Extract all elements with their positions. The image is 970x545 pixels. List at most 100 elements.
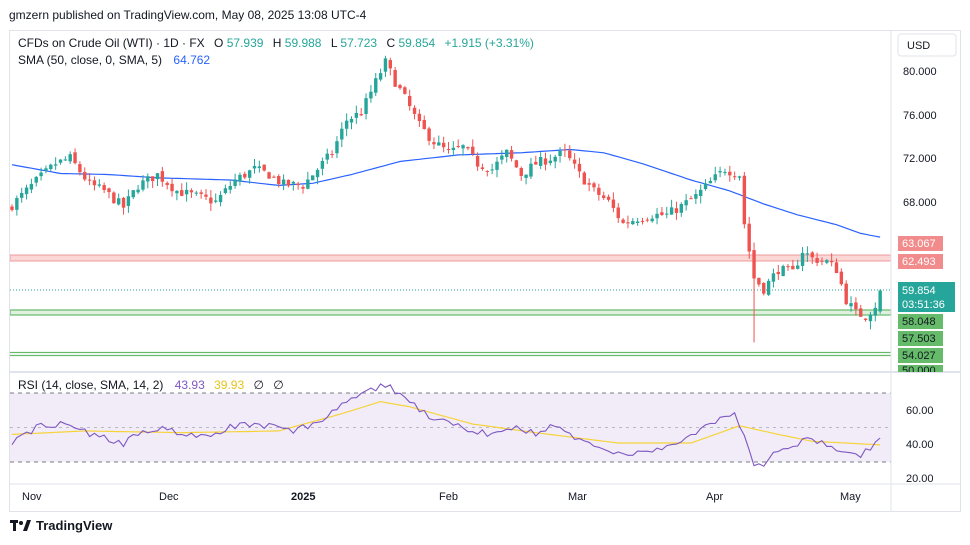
candle-body xyxy=(800,252,805,266)
candle-body xyxy=(665,213,669,215)
candle-body xyxy=(829,260,834,263)
rsi-tick-20: 20.00 xyxy=(906,473,934,485)
candle-body xyxy=(475,155,480,167)
candle-body xyxy=(369,91,373,99)
legend-change: +1.915 (+3.31%) xyxy=(445,36,534,50)
time-axis[interactable]: Nov Dec 2025 Feb Mar Apr May xyxy=(22,491,861,503)
candle-body xyxy=(131,190,135,198)
badge-last-price: 59.854 xyxy=(902,285,936,297)
candle-body xyxy=(204,194,208,197)
candle-body xyxy=(20,192,24,198)
badge-clipped-bg xyxy=(898,365,943,372)
candle-body xyxy=(451,147,456,151)
legend-sma-label: SMA (50, close, 0, SMA, 5) xyxy=(18,53,162,67)
price-chart[interactable]: CFDs on Crude Oil (WTI) · 1D · FX O 57.9… xyxy=(9,31,960,511)
badge-sup-top-bg xyxy=(898,314,943,329)
price-axis[interactable]: USD 80.000 76.000 72.000 68.000 xyxy=(897,33,957,209)
candle-body xyxy=(136,189,140,193)
candle-body xyxy=(684,200,688,206)
badge-sup-low-bg xyxy=(898,348,943,363)
rsi-axis[interactable]: 60.00 40.00 20.00 xyxy=(906,405,934,485)
candle-body xyxy=(359,114,363,116)
legend-rsi-label: RSI (14, close, SMA, 14, 2) xyxy=(18,378,163,392)
candle-body xyxy=(650,218,654,222)
candle-body xyxy=(509,150,514,159)
legend-rsi-extra-2: ∅ xyxy=(273,378,283,392)
candle-body xyxy=(694,194,698,199)
candle-body xyxy=(320,160,325,169)
publisher-line: gmzern published on TradingView.com, May… xyxy=(9,8,367,22)
candle-body xyxy=(597,187,601,195)
candle-body xyxy=(514,160,519,168)
candle-body xyxy=(762,283,766,294)
candle-body xyxy=(456,145,460,147)
candle-body xyxy=(78,164,82,173)
candle-body xyxy=(228,185,232,190)
candle-body xyxy=(141,180,145,190)
candle-body xyxy=(825,260,829,263)
candle-body xyxy=(252,165,257,169)
candle-body xyxy=(291,181,295,184)
candle-body xyxy=(296,183,300,186)
candle-body xyxy=(286,179,291,186)
candle-body xyxy=(635,221,640,224)
currency-button[interactable] xyxy=(897,33,957,57)
candle-body xyxy=(548,160,553,164)
candle-body xyxy=(796,265,800,269)
legend-h-value: 59.988 xyxy=(285,36,322,50)
candle-body xyxy=(417,113,422,122)
candle-body xyxy=(689,198,693,200)
candle-body xyxy=(776,271,780,275)
candle-body xyxy=(398,85,402,89)
candle-body xyxy=(471,146,475,154)
candle-body xyxy=(490,169,494,171)
candle-body xyxy=(388,60,392,69)
rsi-pane[interactable] xyxy=(10,383,891,467)
candle-body xyxy=(311,175,315,181)
candle-body xyxy=(34,176,38,183)
candle-body xyxy=(92,180,97,186)
badge-sup-top: 58.048 xyxy=(902,316,936,328)
candle-body xyxy=(344,120,349,129)
main-pane[interactable] xyxy=(10,31,891,371)
candle-body xyxy=(621,219,625,223)
candle-body xyxy=(485,170,489,172)
legend-o-label: O xyxy=(214,36,223,50)
candle-body xyxy=(771,273,776,282)
currency-label: USD xyxy=(907,40,930,52)
time-label-nov: Nov xyxy=(22,491,42,503)
candle-body xyxy=(602,195,606,198)
badge-clipped: 50.000 xyxy=(902,365,936,377)
footer-brand-label: TradingView xyxy=(36,518,113,533)
candle-body xyxy=(553,156,557,162)
candle-body xyxy=(859,308,863,317)
candle-body xyxy=(340,128,344,140)
rsi-line xyxy=(11,383,881,467)
candle-body xyxy=(209,197,213,204)
footer-brand[interactable]: TradingView xyxy=(10,518,112,533)
candle-body xyxy=(577,163,582,172)
rsi-tick-40: 40.00 xyxy=(906,439,934,451)
candle-body xyxy=(146,176,150,182)
candle-body xyxy=(49,164,53,170)
svg-text:SMA (50, close, 0, SMA, 5): SMA (50, close, 0, SMA, 5) 64.762 xyxy=(18,53,210,67)
candle-body xyxy=(558,150,562,157)
candle-body xyxy=(180,190,184,196)
candle-body xyxy=(247,170,252,178)
candle-body xyxy=(737,176,742,178)
candle-body xyxy=(815,257,819,263)
candle-body xyxy=(189,190,194,193)
candle-body xyxy=(277,176,281,185)
candle-body xyxy=(446,148,451,150)
candle-body xyxy=(592,183,596,188)
candle-body xyxy=(640,220,645,222)
candle-body xyxy=(267,172,271,179)
candle-body xyxy=(631,221,635,225)
resistance-zone xyxy=(9,254,892,262)
price-tick-76: 76.000 xyxy=(903,110,937,122)
candle-body xyxy=(184,189,189,195)
candle-body xyxy=(834,262,839,274)
candle-body xyxy=(674,208,679,213)
candle-body xyxy=(199,192,203,194)
legend-rsi-ma-value: 39.93 xyxy=(214,378,244,392)
